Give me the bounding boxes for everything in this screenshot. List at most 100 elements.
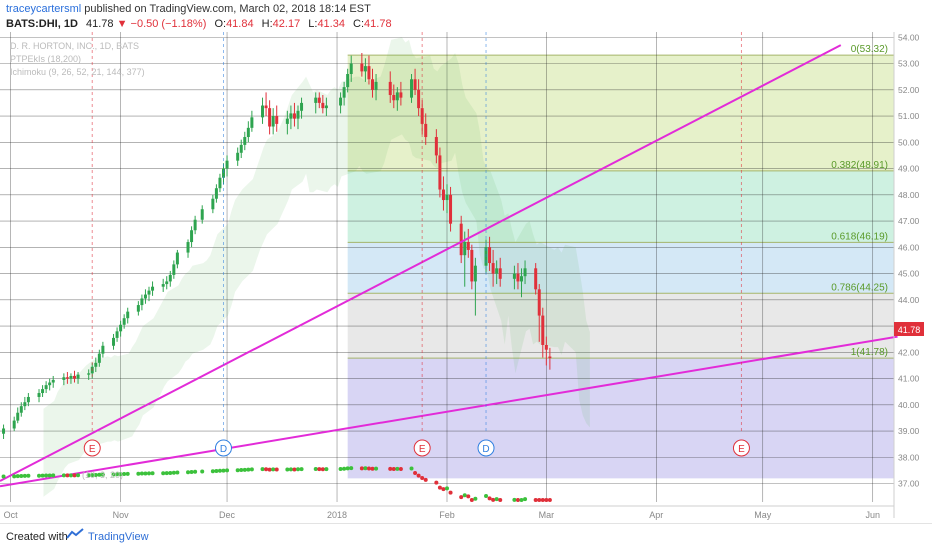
indicator-dot bbox=[210, 469, 215, 474]
indicator-dot bbox=[423, 477, 428, 482]
candle-body bbox=[26, 396, 30, 403]
indicator-dot bbox=[51, 473, 56, 478]
candle-body bbox=[37, 393, 41, 397]
time-tick-label: Mar bbox=[539, 510, 555, 520]
event-circle bbox=[413, 439, 431, 457]
trendline-2 bbox=[0, 335, 898, 488]
fib-label-1: 1(41.78) bbox=[851, 347, 888, 358]
candle-body bbox=[363, 66, 367, 72]
indicator-dot bbox=[200, 469, 205, 474]
indicator-dot bbox=[296, 467, 300, 472]
indicator-dot bbox=[366, 466, 371, 471]
price-tick-label: 48.00 bbox=[898, 190, 920, 200]
fib-label-0.618: 0.618(46.19) bbox=[831, 231, 888, 242]
candle-body bbox=[388, 81, 392, 96]
candle-body bbox=[239, 144, 243, 153]
candle-body bbox=[289, 113, 293, 119]
price-badge-bg bbox=[894, 322, 924, 336]
candle-body bbox=[360, 63, 364, 72]
indicator-dot bbox=[44, 473, 49, 478]
time-tick-label: May bbox=[754, 510, 772, 520]
candle-body bbox=[140, 298, 144, 306]
candle-body bbox=[168, 274, 172, 282]
publish-info: published on TradingView.com, March 02, … bbox=[81, 3, 371, 15]
tradingview-link[interactable]: TradingView bbox=[88, 531, 149, 543]
indicator-dot bbox=[445, 486, 449, 491]
candle-body bbox=[73, 375, 76, 379]
indicator-dot bbox=[544, 498, 549, 502]
indicator-dot bbox=[413, 470, 418, 475]
footer: Created with TradingView bbox=[0, 523, 932, 551]
indicator-dot bbox=[459, 495, 464, 500]
price-tick-label: 54.00 bbox=[898, 32, 920, 42]
indicator-dot bbox=[37, 473, 42, 478]
time-axis[interactable]: Oct Nov Dec 2018 Feb Mar Apr May Jun bbox=[0, 505, 894, 520]
event-circle bbox=[477, 439, 495, 457]
indicator-dot bbox=[409, 466, 414, 471]
indicator-dot bbox=[249, 467, 254, 472]
fib-band-0 bbox=[347, 55, 895, 171]
candle-body bbox=[65, 377, 69, 379]
candle-body bbox=[193, 219, 197, 231]
fib-band-1 bbox=[347, 358, 895, 479]
trendlines[interactable] bbox=[0, 44, 898, 488]
indicator-dot bbox=[267, 467, 272, 472]
candle-body bbox=[186, 242, 190, 253]
indicator-dot bbox=[186, 470, 191, 475]
candle-body bbox=[346, 74, 350, 88]
indicator-dot bbox=[189, 469, 194, 474]
candle-body bbox=[314, 97, 318, 103]
candle-body bbox=[296, 110, 300, 119]
price-chart[interactable]: 0(53.32) 0.382(48.91) 0.618(46.19) 0.786(44… bbox=[0, 32, 932, 520]
author-link[interactable]: traceycartersml bbox=[6, 3, 82, 15]
ohlc-line: BATS:DHI, 1D 41.78 ▼ −0.50 (−1.18%) O:41… bbox=[6, 18, 392, 30]
study-label-main: D. R. HORTON, INC., 1D, BATS bbox=[10, 41, 139, 51]
indicator-dot bbox=[22, 473, 27, 478]
indicator-dot bbox=[466, 494, 471, 499]
indicator-dot bbox=[462, 493, 467, 498]
price-tick-label: 49.00 bbox=[898, 164, 920, 174]
price-tick-label: 37.00 bbox=[898, 479, 920, 489]
fib-band-0.786 bbox=[347, 293, 895, 359]
indicator-dot bbox=[168, 471, 173, 476]
trendline-1 bbox=[0, 44, 842, 482]
candle-body bbox=[438, 155, 442, 190]
indicator-dot bbox=[285, 467, 290, 472]
indicator-dot bbox=[12, 474, 17, 479]
indicator-dot bbox=[150, 471, 155, 476]
event-label-dividend: D bbox=[482, 444, 489, 455]
price-tick-label: 41.00 bbox=[898, 374, 920, 384]
lower-study-label: (10, 3, 20) bbox=[82, 470, 123, 480]
candle-body bbox=[374, 81, 378, 90]
candle-body bbox=[122, 318, 126, 325]
indicator-dot bbox=[342, 466, 347, 471]
last-price: 41.78 bbox=[85, 18, 114, 30]
candle-body bbox=[119, 324, 123, 332]
time-tick-label: Jun bbox=[865, 510, 880, 520]
event-label-earnings: E bbox=[419, 444, 426, 455]
indicator-dot bbox=[90, 473, 95, 478]
change-arrow: ▼ bbox=[116, 18, 128, 30]
candle-body bbox=[264, 105, 268, 109]
candle-body bbox=[541, 315, 545, 345]
price-tick-label: 50.00 bbox=[898, 137, 920, 147]
candle-body bbox=[285, 118, 289, 124]
candle-body bbox=[268, 108, 272, 127]
fibonacci-labels: 0(53.32) 0.382(48.91) 0.618(46.19) 0.786(44… bbox=[831, 44, 888, 358]
time-tick-label: Oct bbox=[4, 510, 19, 520]
indicator-dot bbox=[498, 498, 503, 502]
fibonacci-retracement[interactable] bbox=[347, 54, 895, 479]
candle-body bbox=[87, 373, 91, 375]
price-axis[interactable]: 54.00 53.00 52.00 51.00 50.00 49.00 48.00 47.00… bbox=[893, 32, 920, 518]
created-with-label: Created with bbox=[6, 531, 68, 543]
time-tick-label: Dec bbox=[219, 510, 236, 520]
close-label: C: bbox=[353, 18, 365, 30]
indicator-dot bbox=[139, 471, 144, 476]
indicator-dot bbox=[491, 497, 496, 502]
candle-body bbox=[101, 345, 105, 354]
candle-body bbox=[218, 177, 222, 189]
indicator-dot bbox=[260, 467, 265, 472]
indicator-dot bbox=[239, 468, 244, 473]
indicator-dot bbox=[388, 466, 393, 471]
